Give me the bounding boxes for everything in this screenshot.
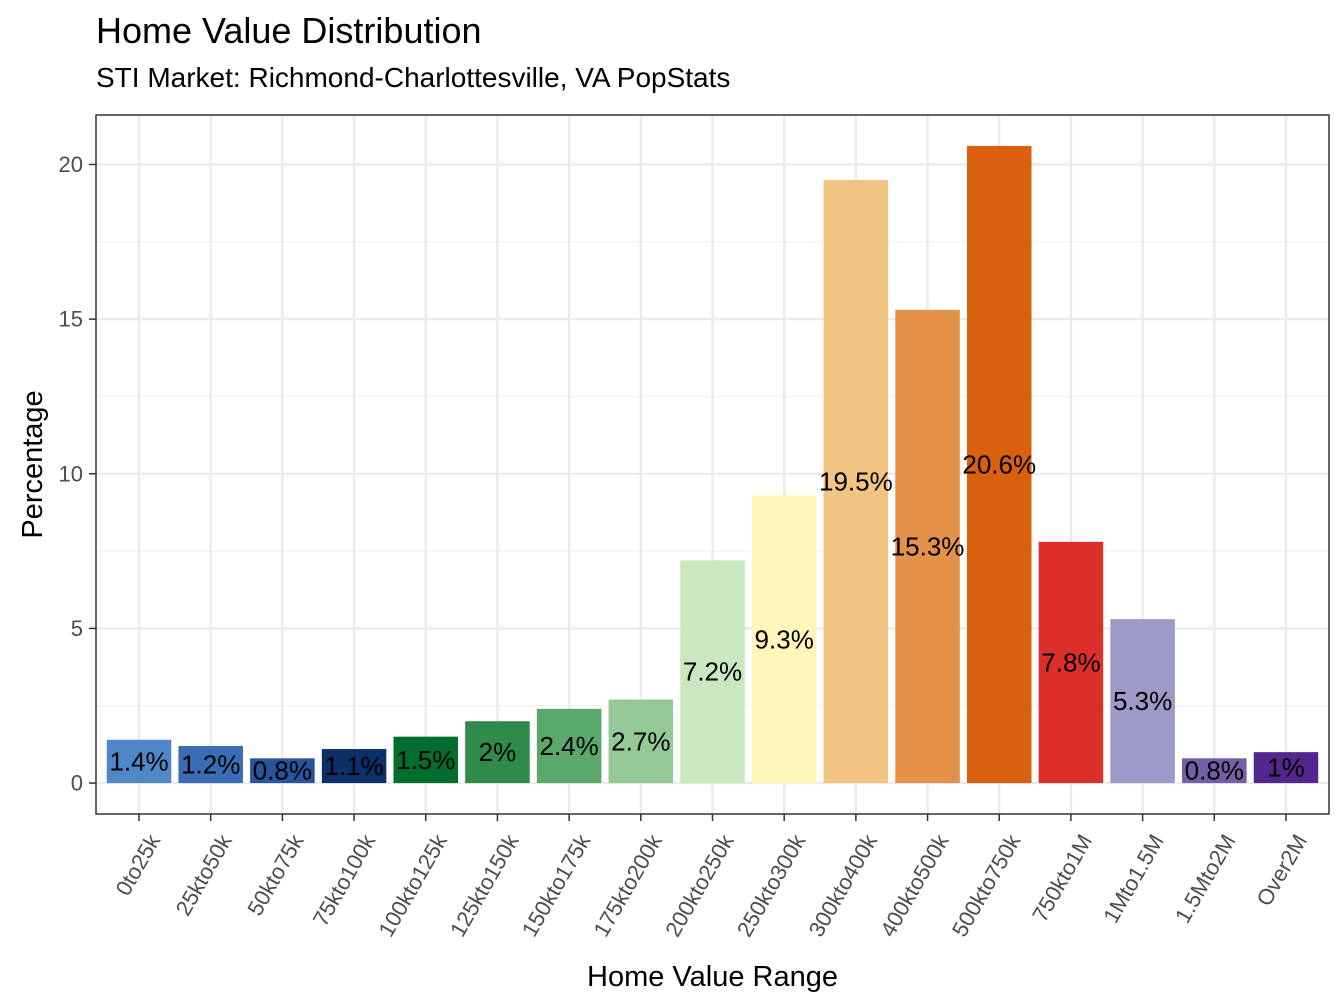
bar-label: 1.5% bbox=[396, 745, 455, 775]
x-tick-label: 1.5Mto2M bbox=[1170, 830, 1241, 927]
y-tick-label: 10 bbox=[59, 461, 83, 486]
x-tick-label: 750kto1M bbox=[1027, 830, 1097, 926]
bar-label: 0.8% bbox=[1185, 756, 1244, 786]
bar-label: 9.3% bbox=[755, 624, 814, 654]
bar-label: 1.1% bbox=[324, 751, 383, 781]
chart-subtitle: STI Market: Richmond-Charlottesville, VA… bbox=[96, 62, 731, 93]
bar-label: 7.8% bbox=[1041, 647, 1100, 677]
bar-175kto200k bbox=[608, 699, 674, 784]
bar-250kto300k bbox=[751, 495, 817, 784]
y-tick-label: 15 bbox=[59, 307, 83, 332]
x-axis-title: Home Value Range bbox=[587, 961, 838, 993]
bar-label: 20.6% bbox=[962, 450, 1036, 480]
bar-1Mto1.5M bbox=[1110, 619, 1175, 784]
bar-200kto250k bbox=[680, 560, 745, 784]
y-axis: 0 5 10 15 20 bbox=[59, 152, 96, 796]
x-tick-label: 250kto300k bbox=[732, 829, 811, 941]
bar-Over2M bbox=[1253, 752, 1319, 784]
bar-400kto500k bbox=[895, 309, 960, 784]
x-tick-label: 50kto75k bbox=[242, 829, 309, 920]
x-tick-label: 400kto500k bbox=[875, 829, 954, 941]
bar-100kto125k bbox=[393, 736, 459, 784]
x-tick-label: 100kto125k bbox=[373, 829, 452, 941]
bar-label: 2% bbox=[479, 737, 517, 767]
bar-label: 0.8% bbox=[253, 756, 312, 786]
x-tick-label: Over2M bbox=[1251, 830, 1312, 910]
bar-50kto75k bbox=[250, 758, 315, 784]
y-tick-label: 5 bbox=[71, 616, 83, 641]
x-tick-label: 150kto175k bbox=[517, 829, 596, 941]
bar-label: 1.4% bbox=[109, 746, 168, 776]
bars bbox=[106, 145, 1319, 784]
bar-label: 1.2% bbox=[181, 750, 240, 780]
bar-1.5Mto2M bbox=[1182, 758, 1247, 784]
y-tick-label: 20 bbox=[59, 152, 83, 177]
y-tick-label: 0 bbox=[71, 771, 83, 796]
x-tick-label: 300kto400k bbox=[804, 829, 883, 941]
x-axis: 0to25k 25kto50k 50kto75k 75kto100k100kto125… bbox=[111, 814, 1312, 941]
x-tick-label: 25kto50k bbox=[171, 829, 238, 920]
x-tick-label: 200kto250k bbox=[660, 829, 739, 941]
y-axis-title: Percentage bbox=[17, 390, 49, 538]
chart-title: Home Value Distribution bbox=[96, 10, 482, 51]
x-tick-label: 125kto150k bbox=[445, 829, 524, 941]
bar-150kto175k bbox=[536, 708, 602, 784]
bar-300kto400k bbox=[823, 179, 889, 784]
bar-125kto150k bbox=[465, 721, 530, 784]
x-tick-label: 175kto200k bbox=[588, 829, 667, 941]
bar-label: 1% bbox=[1267, 753, 1305, 783]
bar-labels: 1.4% 1.2% 0.8% 1.1% 1.5% 2% 2.4% 2.7% 7.2% 9.3% 19… bbox=[109, 450, 1304, 786]
bar-500kto750k bbox=[966, 145, 1032, 784]
bar-label: 7.2% bbox=[683, 657, 742, 687]
x-tick-label: 500kto750k bbox=[947, 829, 1026, 941]
bar-label: 5.3% bbox=[1113, 686, 1172, 716]
bar-label: 2.7% bbox=[611, 726, 670, 756]
bar-label: 15.3% bbox=[891, 531, 965, 561]
bar-25kto50k bbox=[178, 745, 243, 784]
bar-75kto100k bbox=[321, 749, 387, 784]
x-tick-label: 1Mto1.5M bbox=[1098, 830, 1169, 927]
bar-0to25k bbox=[106, 739, 172, 784]
x-tick-label: 0to25k bbox=[111, 829, 166, 900]
bar-label: 19.5% bbox=[819, 467, 893, 497]
x-tick-label: 75kto100k bbox=[308, 829, 381, 930]
bar-label: 2.4% bbox=[539, 731, 598, 761]
bar-750kto1M bbox=[1038, 541, 1104, 784]
